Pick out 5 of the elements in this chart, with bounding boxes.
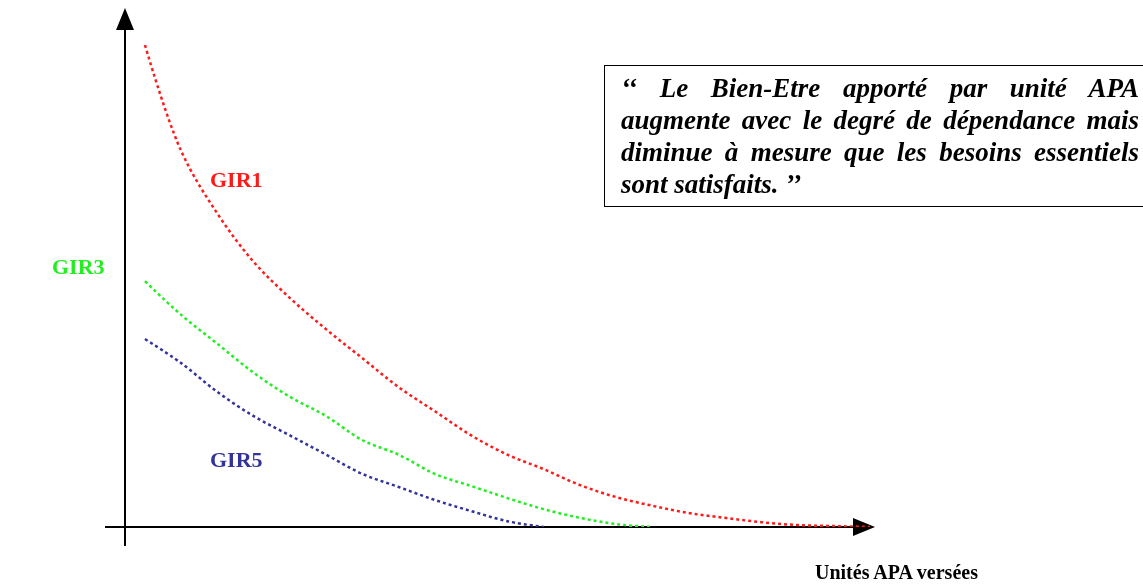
quote-box: ‘‘ Le Bien-Etre apporté par unité APA augmente avec le degré de dépendance mais diminue à mesure que les besoins essentiels sont satisfaits. ’’ — [604, 65, 1143, 207]
series-label: GIR5 — [210, 447, 263, 472]
series-label: GIR3 — [52, 254, 105, 279]
x-axis-title: Unités APA versées — [815, 561, 979, 583]
series-label: GIR1 — [210, 167, 263, 192]
